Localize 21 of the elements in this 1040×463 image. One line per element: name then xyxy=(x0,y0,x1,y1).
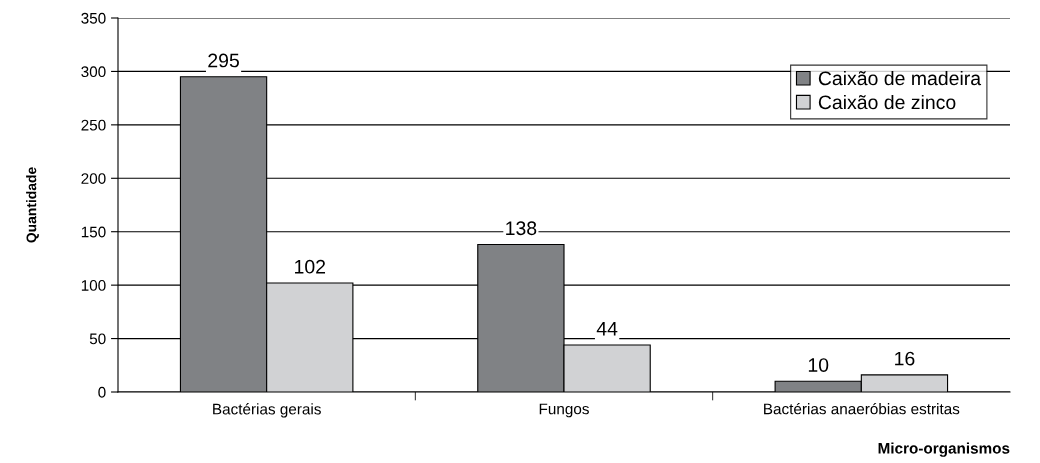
data-label: 295 xyxy=(208,53,239,68)
y-tick-label: 300 xyxy=(81,66,106,78)
y-tick-label: 50 xyxy=(89,333,106,345)
y-tick-label: 100 xyxy=(81,280,106,291)
y-tick-label: 350 xyxy=(81,12,106,24)
y-tick-label: 0 xyxy=(98,386,106,398)
data-label: 10 xyxy=(808,358,829,372)
y-axis-title: Quantidade xyxy=(26,167,39,243)
y-tick-label: 250 xyxy=(81,119,106,131)
data-label: 16 xyxy=(895,351,915,366)
x-tick-label: Fungos xyxy=(539,403,589,418)
y-tick-label: 150 xyxy=(81,226,106,238)
legend-label: Caixão de madeira xyxy=(818,70,982,86)
x-tick-label: Bactérias anaeróbias estritas xyxy=(764,402,960,415)
x-tick-label: Bactérias gerais xyxy=(213,403,321,418)
data-label: 44 xyxy=(596,322,618,336)
data-label: 138 xyxy=(506,221,537,236)
data-label: 102 xyxy=(295,259,326,274)
legend-label: Caixão de zinco xyxy=(818,94,956,110)
y-tick-label: 200 xyxy=(81,173,106,184)
x-axis-title: Micro-organismos xyxy=(878,442,1010,457)
